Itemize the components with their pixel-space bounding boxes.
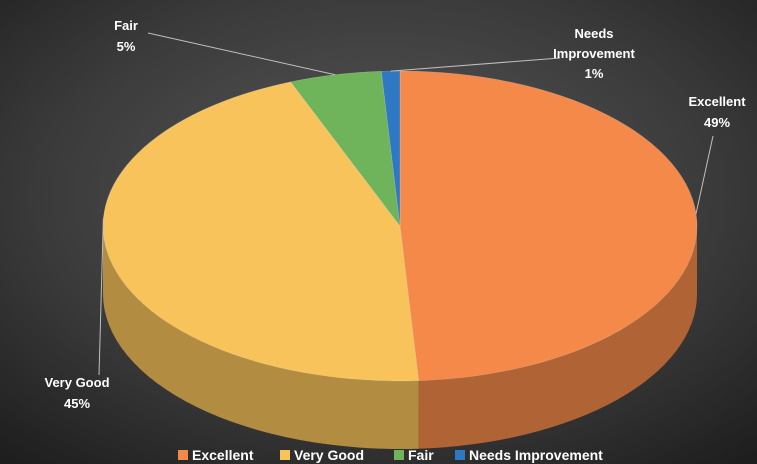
data-label-fair-name: Fair: [114, 18, 138, 33]
pie-depth: [103, 226, 697, 449]
legend-swatch-fair: [394, 450, 404, 460]
pie-side-very-good: [103, 226, 419, 449]
legend-swatch-excellent: [178, 450, 188, 460]
pie-side-excellent: [418, 226, 697, 449]
data-label-excellent-name: Excellent: [688, 94, 746, 109]
leader-line-needs-improvement: [390, 57, 561, 72]
data-label-fair-value: 5%: [117, 39, 136, 54]
data-label-very-good-name: Very Good: [44, 375, 109, 390]
data-label-needs-improvement-line1: Needs: [574, 26, 613, 41]
legend-swatch-very-good: [280, 450, 290, 460]
leader-lines: [98, 32, 714, 376]
legend: Excellent Very Good Fair Needs Improveme…: [178, 447, 603, 463]
legend-label-needs-improvement: Needs Improvement: [469, 447, 603, 463]
pie-top: [102, 70, 698, 382]
data-label-needs-improvement-value: 1%: [585, 66, 604, 81]
leader-line-fair: [147, 32, 336, 76]
pie-slice-very-good: [102, 81, 419, 382]
data-label-needs-improvement-line2: Improvement: [553, 46, 635, 61]
data-label-excellent-value: 49%: [704, 115, 730, 130]
pie-slice-fair: [290, 70, 401, 228]
legend-label-excellent: Excellent: [192, 447, 254, 463]
pie-slice-excellent: [399, 70, 698, 382]
leader-line-excellent: [695, 135, 714, 214]
legend-label-fair: Fair: [408, 447, 434, 463]
data-label-very-good-value: 45%: [64, 396, 90, 411]
legend-swatch-needs-improvement: [455, 450, 465, 460]
legend-label-very-good: Very Good: [294, 447, 364, 463]
pie-slice-needs-improvement: [381, 70, 401, 227]
leader-line-very-good: [98, 218, 104, 376]
